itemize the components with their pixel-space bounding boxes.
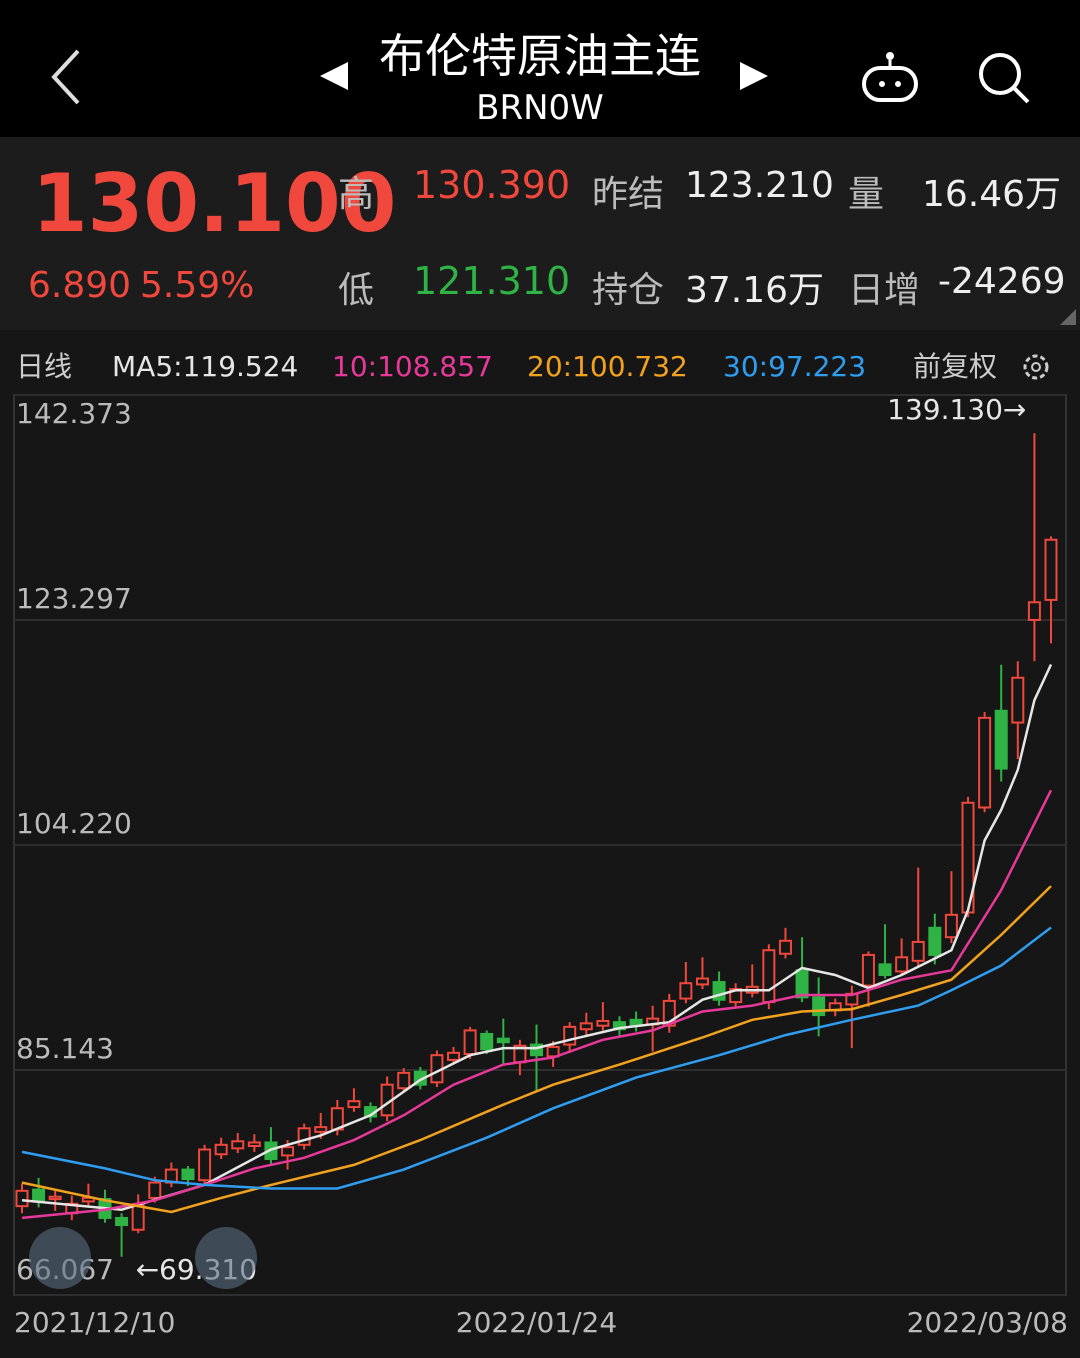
quote-header: 130.100 6.890 5.59% 高 130.390 昨结 123.210… (0, 137, 1080, 330)
candle-body (994, 709, 1008, 770)
candle-body (198, 1148, 212, 1182)
candle-body (579, 1022, 593, 1031)
prev-button[interactable] (316, 58, 352, 94)
ma-line (21, 926, 1052, 1190)
next-button[interactable] (736, 58, 772, 94)
candle-body (231, 1140, 245, 1150)
low-label: 低 (338, 270, 375, 311)
candle-body (928, 926, 942, 956)
code: BRN0W (476, 88, 604, 128)
ma-line (21, 885, 1052, 1214)
candle-body (297, 1127, 311, 1146)
change-pct: 5.59% (140, 265, 255, 306)
daily-change: -24269 (938, 261, 1066, 302)
candle-body (596, 1019, 610, 1027)
candle-body (148, 1181, 162, 1199)
ma-line (21, 663, 1053, 1211)
legend-entry: 10:108.857 (332, 350, 493, 383)
robot-button[interactable] (858, 48, 922, 108)
candle-body (563, 1025, 577, 1046)
candle-body (778, 939, 792, 955)
period-label: 日线 (16, 350, 72, 383)
candle-body (1011, 676, 1025, 724)
candle-body (480, 1032, 494, 1051)
candle-body (347, 1100, 361, 1109)
price: 130.100 (32, 157, 397, 250)
candle-body (861, 953, 875, 987)
collapse-button[interactable] (29, 1227, 91, 1289)
daily-change-label: 日增 (848, 270, 921, 311)
low: 121.310 (413, 259, 571, 303)
ma-line (21, 789, 1053, 1220)
float-buttons (29, 1227, 257, 1289)
title: 布伦特原油主连 (379, 29, 701, 83)
candle-body (397, 1071, 411, 1090)
prev-settle-label: 昨结 (592, 174, 665, 215)
back-button[interactable] (40, 45, 90, 109)
candle-body (15, 1189, 29, 1208)
settings-icon[interactable] (1023, 354, 1049, 380)
candle-body (463, 1029, 477, 1056)
candle-body (944, 913, 958, 939)
annotation: 139.130→ (887, 393, 1026, 426)
candle-body (695, 977, 709, 986)
candle-body (314, 1126, 328, 1133)
legend-entry: MA5:119.524 (112, 350, 298, 383)
high: 130.390 (413, 163, 571, 207)
prev-settle: 123.210 (685, 165, 834, 206)
adjust-label[interactable]: 前复权 (913, 350, 997, 383)
open-interest: 37.16万 (685, 270, 825, 311)
legend-entry: 30:97.223 (723, 350, 866, 383)
candle-body (181, 1168, 195, 1181)
candle-body (895, 956, 909, 973)
fullscreen-button[interactable] (195, 1227, 257, 1289)
volume: 16.46万 (922, 174, 1062, 215)
change: 6.890 (28, 265, 132, 306)
x-tick-label: 2021/12/10 (14, 1306, 175, 1339)
candle-body (281, 1146, 295, 1157)
y-tick-label: 123.297 (16, 582, 132, 615)
volume-label: 量 (848, 174, 885, 215)
top-bar: 布伦特原油主连 BRN0W (0, 0, 1080, 137)
candle-body (662, 999, 676, 1027)
y-tick-label: 104.220 (16, 807, 132, 840)
x-tick-label: 2022/03/08 (907, 1306, 1068, 1339)
legend-entry: 20:100.732 (527, 350, 688, 383)
candle-body (48, 1195, 62, 1201)
candle-body (1027, 601, 1041, 621)
candle-body (496, 1037, 510, 1044)
candle-body (247, 1141, 261, 1147)
search-button[interactable] (974, 48, 1038, 108)
high-label: 高 (338, 174, 375, 215)
candle-body (911, 940, 925, 962)
y-tick-label: 142.373 (16, 397, 132, 430)
candle-body (795, 969, 809, 999)
candle-body (447, 1051, 461, 1061)
candle-body (812, 996, 826, 1017)
candle-body (762, 949, 776, 1004)
open-interest-label: 持仓 (592, 270, 665, 311)
y-tick-label: 85.143 (16, 1032, 114, 1065)
expand-corner[interactable] (1060, 309, 1076, 325)
candle-body (32, 1188, 46, 1202)
candle-body (878, 963, 892, 976)
candle-body (978, 716, 992, 809)
candle-body (214, 1143, 228, 1156)
x-tick-label: 2022/01/24 (456, 1306, 617, 1339)
candle-body (115, 1216, 129, 1227)
candle-body (679, 982, 693, 1000)
candle-body (712, 981, 726, 1001)
candle-body (1044, 538, 1058, 601)
candle-body (530, 1043, 543, 1057)
